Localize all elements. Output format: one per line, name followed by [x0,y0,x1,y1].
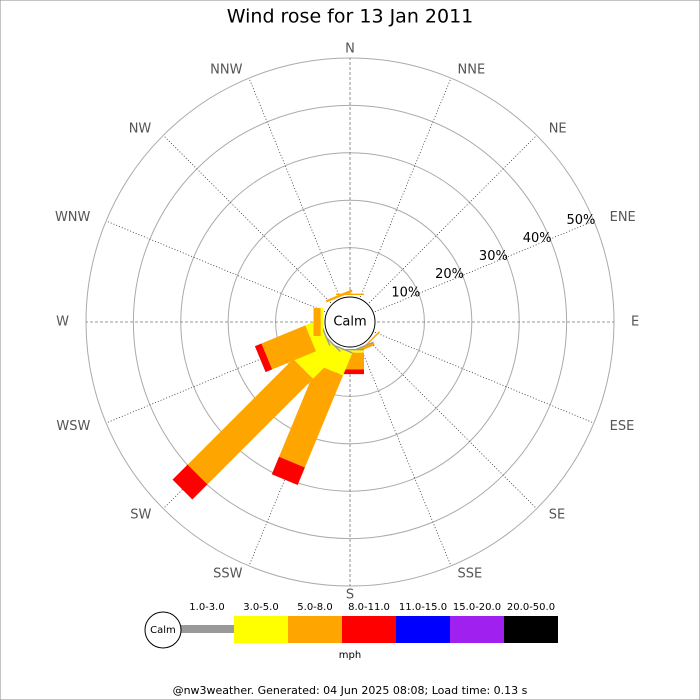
r-tick-label: 20% [435,267,464,282]
bars [172,289,381,500]
spoke [374,220,595,313]
calm-circle [324,296,376,348]
footer: @nw3weather. Generated: 04 Jun 2025 08:0… [173,684,528,697]
direction-label: SW [130,508,151,523]
legend-label: 1.0-3.0 [189,602,224,613]
spoke [368,340,537,509]
bar-segment [261,325,316,370]
legend-label: 11.0-15.0 [399,602,447,613]
spoke [163,135,332,304]
r-tick-label: 30% [479,249,508,264]
legend-swatch [180,625,234,633]
direction-label: W [56,315,69,330]
direction-label: NE [549,121,567,136]
spoke [374,331,595,424]
r-tick-label: 10% [391,285,420,300]
legend-swatch [450,616,504,643]
direction-label: SE [549,508,565,523]
legend: 1.0-3.0 3.0-5.0 5.0-8.0 8.0-11.0 11.0-15.0 15… [180,602,558,643]
unit-label: mph [339,650,361,661]
direction-label: SSE [458,567,483,582]
r-tick-label: 40% [523,231,552,246]
legend-label: 5.0-8.0 [297,602,332,613]
grid-circle [132,104,568,540]
legend-swatch [342,616,396,643]
legend-label: 3.0-5.0 [243,602,278,613]
direction-label: ENE [610,210,636,225]
legend-calm-circle [144,611,182,649]
direction-label: NNE [458,62,486,77]
bar-segment [271,456,305,485]
direction-label: SSW [213,567,243,582]
bar-segment [313,308,321,336]
spoke [359,346,452,567]
spoke [359,77,452,298]
bar-segment [279,364,343,468]
direction-label: ESE [610,419,635,434]
direction-label: N [345,42,355,57]
direction-label: NW [129,121,152,136]
bar-segment [172,464,208,500]
legend-swatch [234,616,288,643]
direction-label: WNW [55,210,91,225]
direction-label: NNW [210,62,242,77]
direction-label: S [346,588,354,603]
grid: 10% 20% 30% 40% 50% N NNE NE ENE E ESE SE SSE S SSW SW W… [55,42,639,603]
legend-label: 20.0-50.0 [507,602,555,613]
bar-segment [320,308,323,336]
bar-segment [254,343,273,373]
legend-label: 15.0-20.0 [453,602,501,613]
r-tick-label: 50% [567,213,596,228]
legend-label: 8.0-11.0 [348,602,390,613]
legend-calm-label: Calm [150,625,176,636]
bar-segment [325,289,353,303]
legend-swatch [504,616,558,643]
legend-swatch [396,616,450,643]
calm-label: Calm [333,315,366,330]
grid-circle [227,199,473,445]
chart-title: Wind rose for 13 Jan 2011 [227,6,474,28]
direction-label: E [631,315,639,330]
bar-segment [187,359,313,485]
spoke [105,220,326,313]
legend-swatch [288,616,342,643]
spoke [368,135,537,304]
direction-label: WSW [56,419,90,434]
spoke [248,77,341,298]
